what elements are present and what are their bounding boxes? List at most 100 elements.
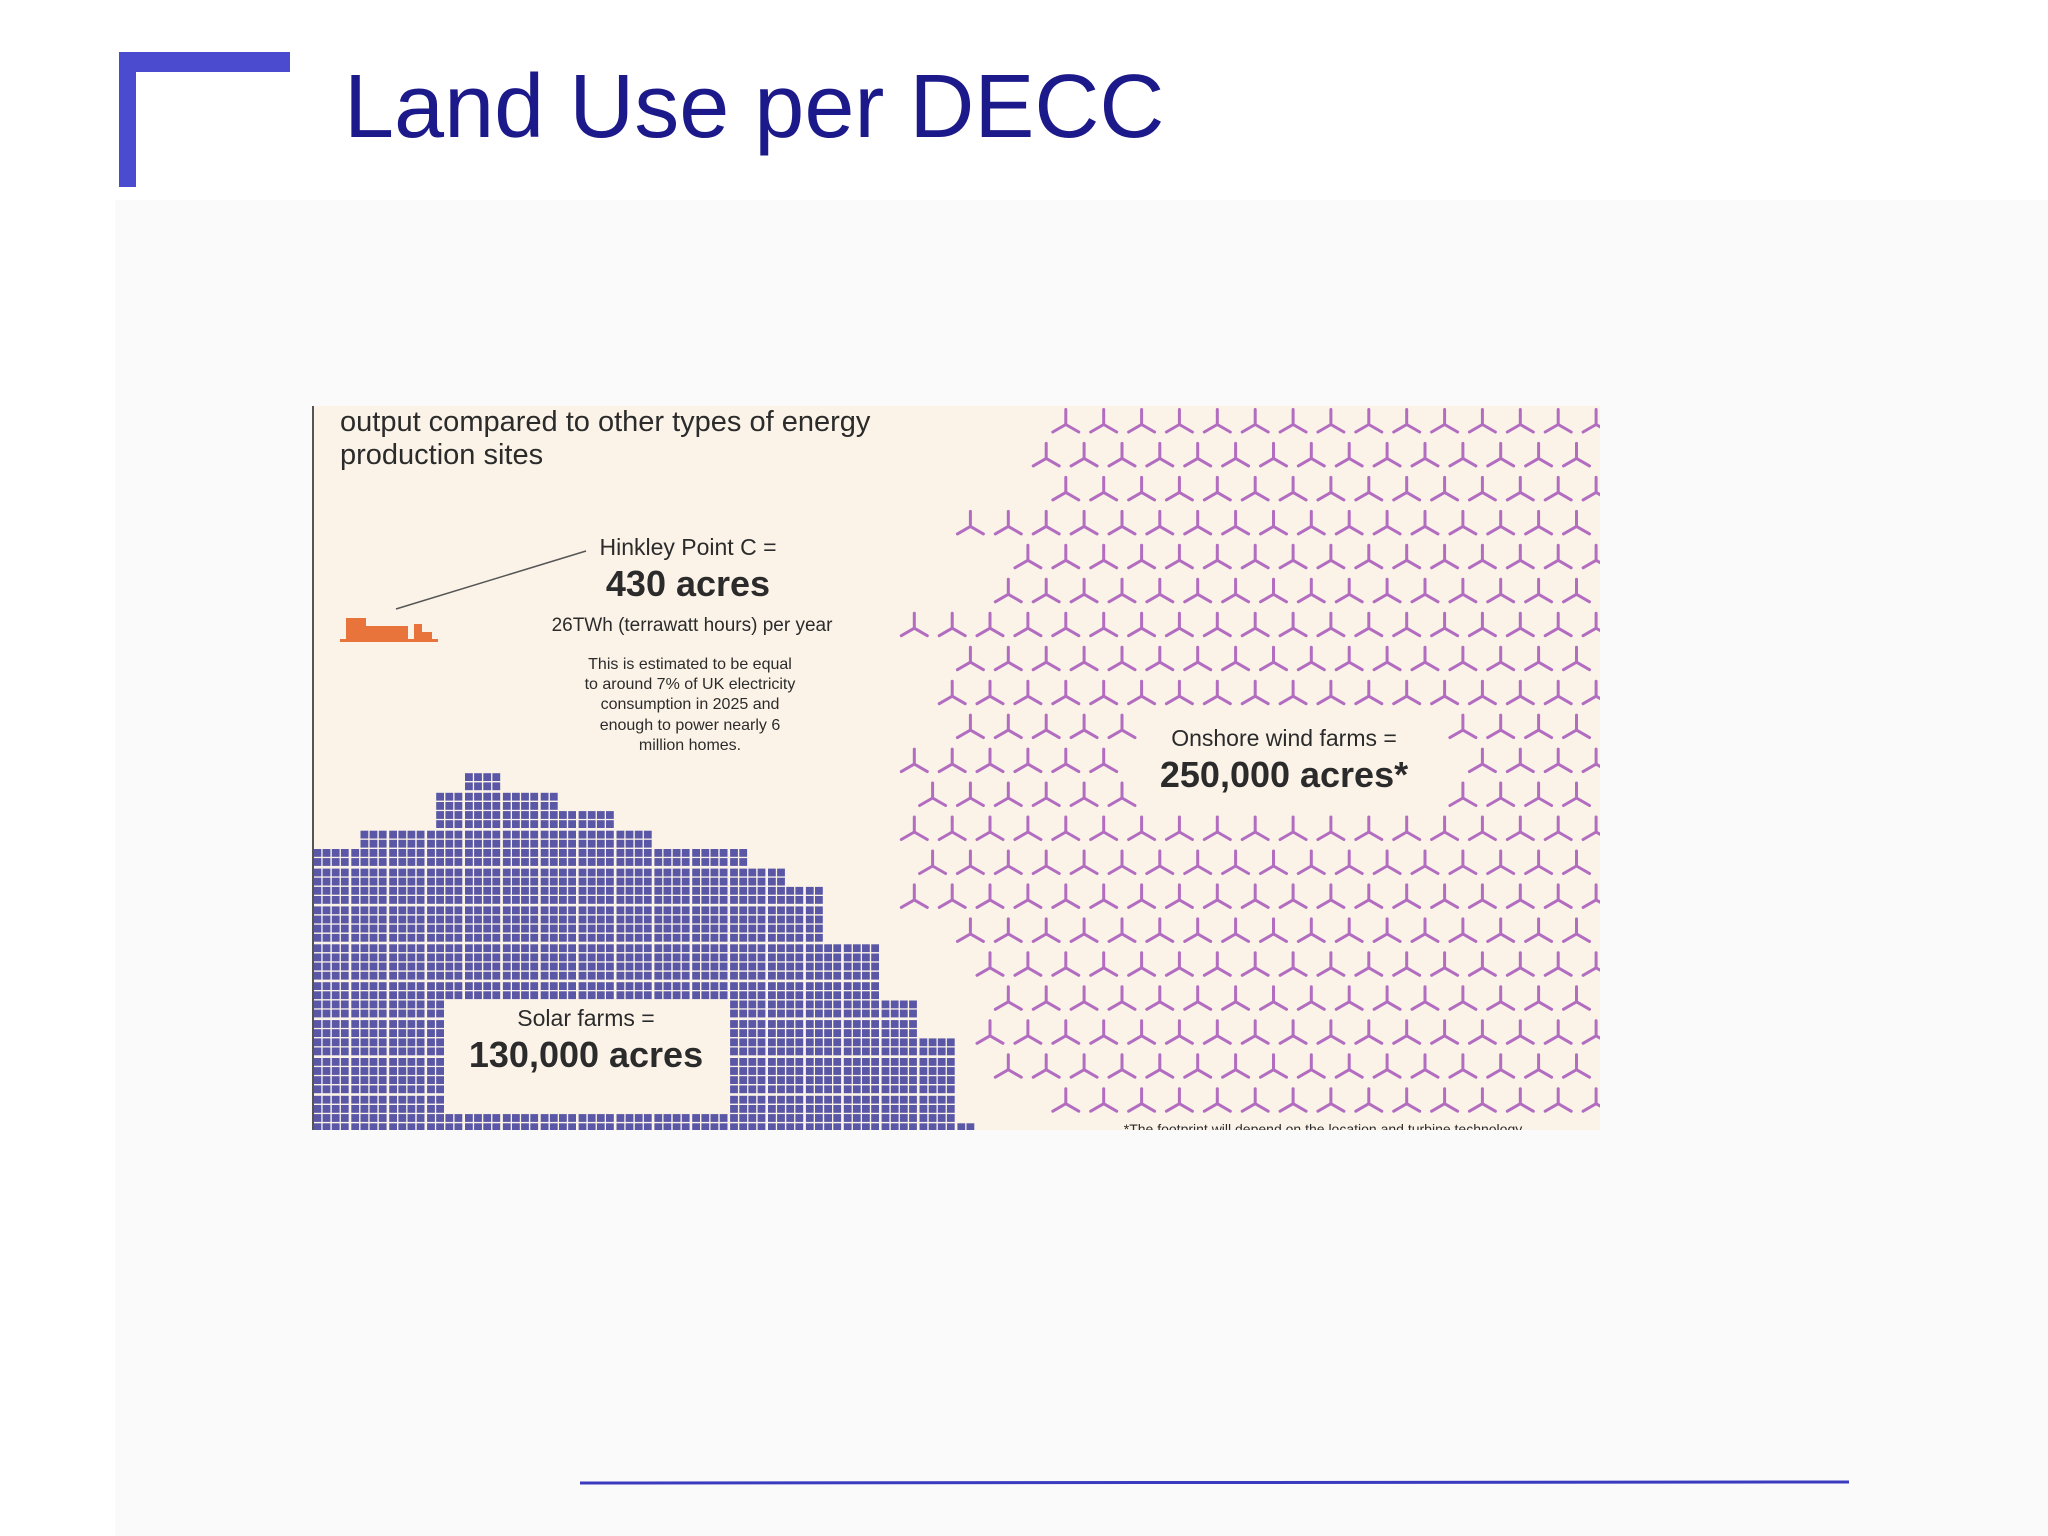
solar-cell xyxy=(824,1076,832,1084)
turbine-blade xyxy=(1215,1102,1232,1113)
turbine-blade xyxy=(1518,966,1535,977)
solar-cell xyxy=(436,953,444,962)
solar-cell xyxy=(625,962,634,971)
turbine xyxy=(1505,747,1535,774)
solar-cell xyxy=(719,906,728,915)
solar-cell xyxy=(654,953,663,962)
turbine xyxy=(1562,645,1591,672)
solar-cell xyxy=(833,953,842,962)
turbine-blade xyxy=(1215,898,1232,909)
turbine-blade xyxy=(1082,1068,1099,1079)
solar-cell xyxy=(492,1114,501,1122)
solar-cell xyxy=(578,896,587,904)
solar-cell xyxy=(474,782,482,791)
turbine-blade xyxy=(1127,694,1144,706)
turbine-blade xyxy=(1467,898,1484,909)
turbine xyxy=(1372,1053,1402,1079)
solar-cell xyxy=(427,982,435,990)
solar-cell xyxy=(824,1047,832,1056)
turbine xyxy=(918,781,948,807)
solar-cell xyxy=(578,991,587,1000)
turbine-blade xyxy=(988,898,1005,909)
solar-cell xyxy=(596,944,605,953)
turbine-blade xyxy=(1392,558,1409,570)
solar-cell xyxy=(852,1095,861,1104)
turbine-blade xyxy=(1594,898,1600,904)
solar-cell xyxy=(465,1114,473,1122)
solar-cell xyxy=(369,1105,378,1113)
infographic: output compared to other types of energy… xyxy=(312,406,1600,1130)
solar-cell xyxy=(710,849,719,857)
turbine-blade xyxy=(1461,592,1478,604)
solar-cell xyxy=(663,991,672,1000)
solar-cell xyxy=(322,896,331,904)
turbine xyxy=(1354,1087,1384,1113)
turbine-blade xyxy=(1291,1034,1308,1045)
solar-cell xyxy=(530,896,539,904)
solar-cell xyxy=(739,849,748,857)
turbine-blade xyxy=(1158,932,1175,943)
turbine xyxy=(1089,1087,1119,1113)
solar-cell xyxy=(730,896,738,904)
turbine-blade xyxy=(1089,694,1106,706)
solar-cell xyxy=(549,877,558,886)
solar-cell xyxy=(692,877,700,886)
solar-cell xyxy=(465,953,473,962)
solar-cell xyxy=(351,1058,360,1066)
turbine-blade xyxy=(1051,898,1068,909)
turbine xyxy=(1145,509,1175,536)
solar-cell xyxy=(843,1058,852,1066)
solar-cell xyxy=(578,820,587,828)
turbine-blade xyxy=(1158,1068,1175,1079)
turbine-blade xyxy=(1051,423,1068,434)
solar-cell xyxy=(833,1047,842,1056)
turbine-blade xyxy=(1329,830,1346,841)
turbine-blade xyxy=(1107,1068,1124,1079)
solar-cell xyxy=(824,1123,832,1130)
solar-cell xyxy=(606,915,614,924)
solar-cell xyxy=(909,1105,917,1113)
solar-cell xyxy=(578,924,587,933)
solar-cell xyxy=(540,962,549,971)
solar-cell xyxy=(360,1009,369,1018)
solar-cell xyxy=(483,915,492,924)
solar-cell xyxy=(378,1020,387,1028)
solar-cell xyxy=(730,886,738,895)
turbine-blade xyxy=(1329,626,1346,638)
solar-cell xyxy=(578,877,587,886)
turbine-blade xyxy=(993,660,1010,672)
solar-cell xyxy=(369,944,378,953)
solar-cell xyxy=(710,971,719,980)
solar-cell xyxy=(757,1123,766,1130)
turbine xyxy=(1013,815,1043,841)
solar-cell xyxy=(899,1095,908,1104)
solar-cell xyxy=(881,1095,890,1104)
turbine xyxy=(1051,951,1081,977)
solar-label: Solar farms = xyxy=(517,1005,654,1031)
solar-cell xyxy=(928,1105,937,1113)
solar-cell xyxy=(427,849,435,857)
solar-cell xyxy=(549,953,558,962)
turbine-blade xyxy=(1556,490,1573,502)
solar-cell xyxy=(596,971,605,980)
solar-cell xyxy=(786,953,795,962)
turbine-blade xyxy=(1107,524,1124,536)
solar-cell xyxy=(474,868,482,877)
solar-cell xyxy=(625,839,634,848)
solar-cell xyxy=(805,1058,814,1066)
turbine-blade xyxy=(1537,1068,1554,1079)
turbine-blade xyxy=(1316,830,1333,841)
turbine-blade xyxy=(1164,558,1181,570)
solar-cell xyxy=(625,1123,634,1130)
turbine xyxy=(1031,849,1061,875)
turbine-blade xyxy=(1140,1034,1157,1045)
turbine-blade xyxy=(1221,456,1238,468)
solar-cell xyxy=(540,953,549,962)
turbine xyxy=(1430,543,1460,570)
turbine xyxy=(1127,1087,1157,1113)
turbine xyxy=(1372,985,1402,1011)
solar-cell xyxy=(322,877,331,886)
solar-cell xyxy=(340,858,349,866)
solar-cell xyxy=(672,1123,681,1130)
turbine-blade xyxy=(950,830,967,841)
